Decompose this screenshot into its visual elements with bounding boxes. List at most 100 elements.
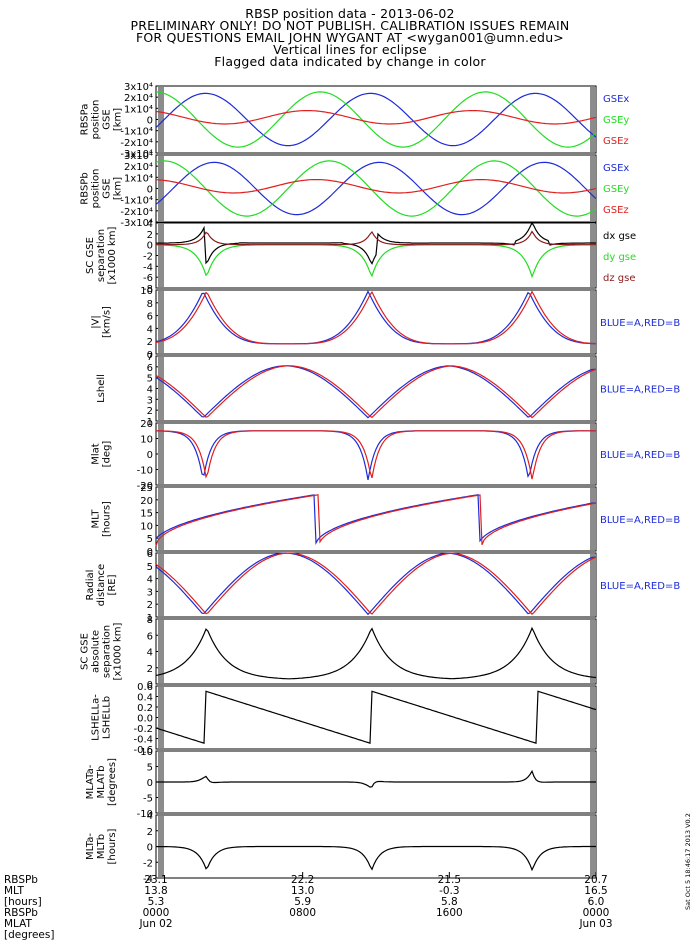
panel-abs-separation: 0 2 4 6 8 SC GSE absolute separation [x1000 km] [80, 615, 597, 691]
series-line [155, 365, 597, 419]
y-axis-label: [hours] [107, 828, 118, 864]
y-axis-label: position [91, 100, 102, 140]
y-axis-label: [km] [113, 177, 124, 200]
y-tick-label: 0.0 [137, 714, 153, 725]
y-tick-label: 6 [147, 312, 153, 323]
eclipse-bar [158, 554, 164, 616]
y-axis-label: [km/s] [102, 306, 113, 338]
y-axis-label: [degrees] [107, 758, 118, 806]
y-tick-label: 3 [147, 395, 153, 406]
y-tick-label: 10 [140, 521, 153, 532]
y-tick-label: 0 [147, 185, 153, 196]
x-tick-value: 16.5 [584, 885, 608, 897]
eclipse-bar [158, 620, 164, 683]
panel-frame [155, 618, 597, 685]
y-tick-label: -6 [143, 273, 153, 284]
legend-entry: GSEx [603, 163, 629, 174]
x-row-label: RBSPb [4, 874, 38, 886]
y-tick-label: -2x10⁴ [120, 138, 153, 149]
y-tick-label: -2 [143, 252, 153, 263]
panel-speed: 0 2 46 8 10 |V| [km/s] BLUE=A,RED=B [91, 286, 681, 361]
legend-entry: dy gse [603, 252, 636, 263]
legend-entry: GSEz [603, 136, 629, 147]
x-row-label: RBSPb [4, 907, 38, 919]
y-tick-label: 0 [147, 547, 153, 558]
x-tick-value: 5.9 [294, 896, 311, 908]
panel-frame [155, 355, 597, 422]
y-tick-label: 1 [147, 417, 153, 428]
x-tick-value: 23.1 [144, 874, 168, 886]
y-tick-label: 5 [147, 374, 153, 385]
y-tick-label: 8 [147, 299, 153, 310]
legend-entry: GSEy [603, 115, 629, 126]
x-tick-value: 13.8 [144, 885, 168, 897]
y-tick-label: 0 [147, 450, 153, 461]
y-axis-label: position [91, 169, 102, 209]
y-tick-label: 0 [147, 350, 153, 361]
y-tick-label: 2 [147, 600, 153, 611]
y-tick-label: 10 [140, 286, 153, 297]
y-axis-label: GSE [102, 178, 113, 198]
y-tick-label: -5 [143, 794, 153, 805]
y-axis-label: absolute [91, 630, 102, 673]
eclipse-bar [590, 620, 596, 683]
x-tick-value: 6.0 [587, 896, 605, 908]
eclipse-bar [158, 291, 164, 353]
y-tick-label: 4 [147, 385, 153, 396]
series-line [156, 244, 596, 279]
y-axis-label: GSE [102, 109, 113, 129]
legend-entry: BLUE=A,RED=B [600, 385, 680, 396]
y-tick-label: -0.6 [133, 745, 153, 756]
panel-frame [155, 814, 597, 879]
y-tick-label: 0.2 [137, 703, 153, 714]
y-axis-label: MLATa- [85, 764, 96, 799]
series-line [155, 91, 597, 148]
y-tick-label: 10 [140, 747, 153, 758]
x-tick-value: 21.5 [437, 874, 462, 886]
series-line [155, 290, 597, 345]
y-axis-label: distance [96, 564, 107, 606]
x-tick-value: 0800 [289, 907, 317, 919]
eclipse-bar [158, 424, 164, 484]
series-line [155, 290, 596, 345]
y-tick-label: 25 [140, 483, 153, 494]
eclipse-bar [158, 488, 164, 550]
y-axis-label: [x1000 km] [107, 226, 118, 284]
legend-entry: GSEz [603, 205, 629, 216]
eclipse-bar [158, 357, 164, 420]
x-tick-value: Jun 03 [579, 918, 613, 930]
y-tick-label: 4 [147, 811, 153, 822]
y-tick-label: -8 [143, 284, 153, 295]
y-axis-label: separation [102, 625, 113, 678]
y-tick-label: 1x10⁴ [124, 173, 153, 184]
series-line [155, 626, 597, 680]
y-tick-label: 0.6 [137, 682, 153, 693]
series-line [155, 552, 596, 616]
x-tick-value: -0.3 [439, 885, 460, 897]
y-tick-label: -2 [143, 858, 153, 869]
legend-entry: BLUE=A,RED=B [600, 450, 680, 461]
y-tick-label: 2x10⁴ [124, 162, 153, 173]
panel-frame [155, 486, 597, 552]
series-line [155, 493, 596, 545]
eclipse-bar [590, 87, 596, 152]
y-tick-label: 2 [147, 827, 153, 838]
y-tick-label: 4 [147, 575, 153, 586]
x-tick-value: 5.3 [147, 896, 165, 908]
panel-dlshell: -0.6-0.4-0.20.00.20.40.6 LSHELLa- LSHELLb [91, 682, 597, 756]
y-tick-label: 4 [147, 648, 153, 659]
y-tick-label: 4 [147, 324, 153, 335]
y-tick-label: 3x10⁴ [124, 151, 153, 162]
series-line [155, 365, 596, 419]
y-tick-label: 6 [147, 363, 153, 374]
y-axis-label: RBSPb [80, 172, 91, 204]
y-axis-label: SC GSE [80, 633, 91, 670]
eclipse-bar [590, 488, 596, 550]
series-line [155, 179, 597, 194]
y-tick-label: -0.2 [133, 724, 153, 735]
y-tick-label: 0 [147, 843, 153, 854]
contact-line: FOR QUESTIONS EMAIL JOHN WYGANT AT <wyga… [135, 30, 564, 45]
